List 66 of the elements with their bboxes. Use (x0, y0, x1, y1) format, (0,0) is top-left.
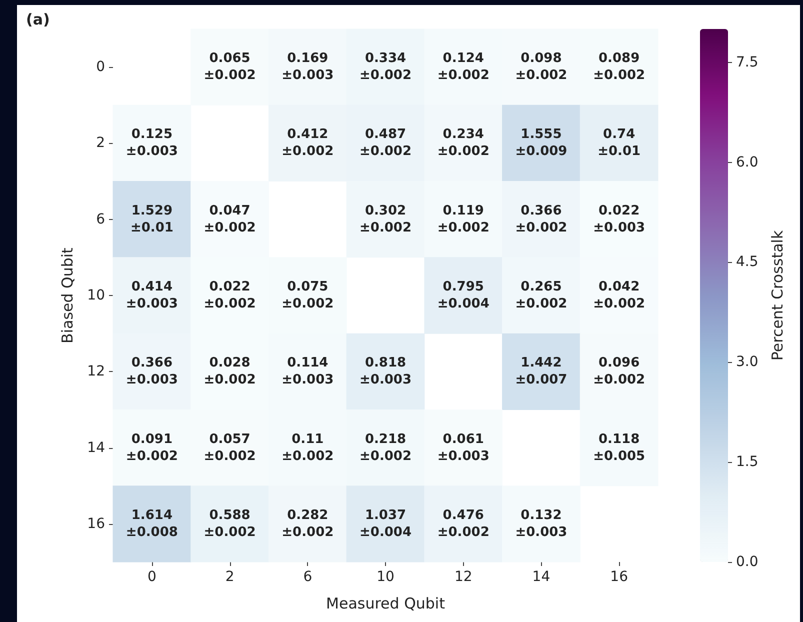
x-tick-label: 12 (454, 569, 472, 585)
x-axis-title: Measured Qubit (326, 594, 446, 612)
x-tick-label: 16 (610, 569, 628, 585)
x-tick-label: 14 (532, 569, 550, 585)
data-label: 0.234 ±0.002 (437, 127, 490, 160)
x-tick-label: 0 (147, 569, 156, 585)
data-label: 0.119 ±0.002 (437, 203, 490, 236)
data-label: 1.555 ±0.009 (515, 127, 568, 160)
data-label: 0.057 ±0.002 (204, 432, 256, 464)
data-label: 0.265 ±0.002 (515, 280, 568, 312)
data-label: 0.476 ±0.002 (437, 508, 490, 540)
color-bar-label: 3.0 (736, 354, 758, 370)
chart-title: (a) (26, 10, 50, 28)
data-label: 0.414 ±0.003 (126, 280, 178, 312)
data-label: 0.091 ±0.002 (126, 432, 178, 464)
y-tick-label: 6 (96, 211, 106, 228)
color-bar-label: 6.0 (736, 154, 758, 170)
data-label: 0.022 ±0.002 (204, 280, 256, 312)
data-label: 0.74 ±0.01 (598, 127, 641, 160)
data-label: 0.366 ±0.002 (515, 203, 568, 236)
data-label: 1.037 ±0.004 (359, 508, 412, 540)
data-label: 0.114 ±0.003 (282, 356, 334, 388)
data-label: 0.022 ±0.003 (593, 203, 646, 236)
color-bar-title: Percent Crosstalk (768, 230, 786, 361)
data-label: 0.282 ±0.002 (282, 508, 334, 540)
y-tick-label: 0 (96, 59, 105, 76)
color-bar-label: 7.5 (736, 54, 758, 70)
x-tick-label: 6 (303, 569, 312, 585)
data-label: 0.089 ±0.002 (593, 51, 646, 84)
data-label: 0.334 ±0.002 (359, 51, 412, 84)
data-label: 0.588 ±0.002 (204, 508, 256, 540)
data-label: 1.442 ±0.007 (515, 356, 568, 388)
color-bar-label: 1.5 (736, 454, 758, 470)
y-tick-label: 16 (87, 516, 106, 532)
data-label: 0.118 ±0.005 (593, 432, 646, 464)
data-label: 0.412 ±0.002 (282, 127, 334, 160)
y-tick-label: 14 (87, 440, 106, 456)
data-label: 0.028 ±0.002 (204, 356, 256, 388)
data-label: 1.529 ±0.01 (130, 203, 174, 236)
data-label: 0.11 ±0.002 (282, 432, 334, 464)
data-label: 0.125 ±0.003 (126, 127, 178, 160)
data-label: 0.042 ±0.002 (593, 280, 646, 312)
data-label: 0.302 ±0.002 (359, 203, 412, 236)
data-label: 0.075 ±0.002 (282, 280, 334, 312)
data-label: 0.487 ±0.002 (359, 127, 412, 160)
data-label: 0.061 ±0.003 (437, 432, 490, 464)
data-label: 0.096 ±0.002 (593, 356, 646, 388)
data-label: 0.169 ±0.003 (282, 51, 334, 84)
y-tick-label: 10 (87, 288, 105, 304)
y-axis-title: Biased Qubit (58, 247, 76, 344)
x-tick-label: 10 (376, 569, 394, 585)
data-label: 0.098 ±0.002 (515, 51, 568, 84)
data-label: 0.366 ±0.003 (126, 356, 178, 388)
color-bar-label: 4.5 (736, 254, 758, 270)
data-label: 0.795 ±0.004 (437, 280, 490, 312)
data-label: 1.614 ±0.008 (126, 508, 178, 540)
color-bar-label: 0.0 (736, 554, 758, 570)
data-label: 0.047 ±0.002 (204, 203, 256, 236)
data-label: 0.124 ±0.002 (437, 51, 490, 84)
y-tick-label: 12 (87, 364, 105, 380)
x-tick-label: 2 (225, 569, 234, 585)
data-label: 0.218 ±0.002 (359, 432, 412, 464)
data-label: 0.818 ±0.003 (359, 356, 412, 388)
data-label: 0.132 ±0.003 (515, 508, 568, 540)
data-label: 0.065 ±0.002 (204, 51, 256, 84)
y-tick-label: 2 (96, 135, 105, 152)
